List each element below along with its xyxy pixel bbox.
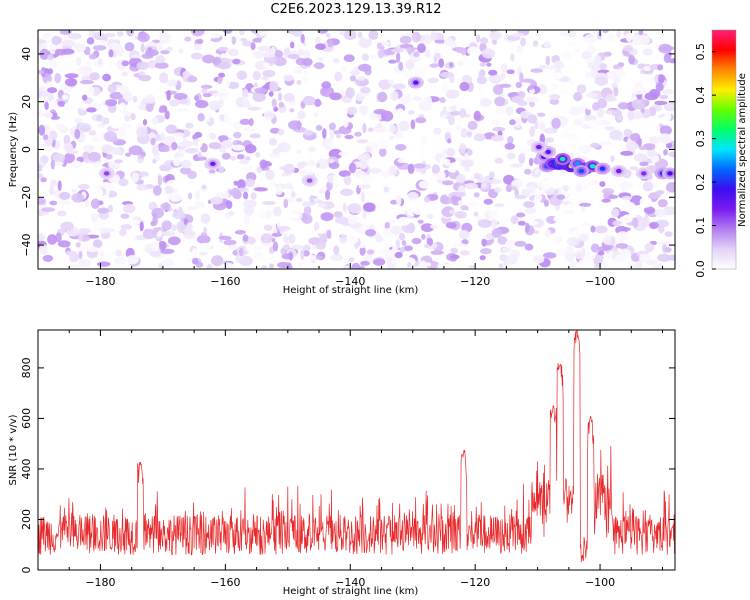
figure-title: C2E6.2023.129.13.39.R12 xyxy=(270,2,442,17)
snr-ytick-label: 800 xyxy=(20,357,33,378)
snr-series-line xyxy=(38,330,675,563)
snr-xtick-label: −140 xyxy=(335,576,365,589)
spectrogram-image xyxy=(38,30,675,269)
colorbar: 0.0 0.1 0.2 0.3 0.4 0.5 Normalized spectral am… xyxy=(694,29,748,278)
spectrogram-xtick-label: −100 xyxy=(585,275,615,288)
snr-xtick-label: −180 xyxy=(85,576,115,589)
spectrogram-panel: −180 −160 −140 −120 −100 −40 −20 0 20 40 Height of… xyxy=(8,29,676,296)
colorbar-ramp xyxy=(712,30,736,269)
snr-xtick-label: −120 xyxy=(460,576,490,589)
colorbar-tick-label: 0.4 xyxy=(694,86,707,104)
snr-panel: −180 −160 −140 −120 −100 0 200 400 600 800 Height … xyxy=(8,329,676,597)
snr-xtick-label: −100 xyxy=(585,576,615,589)
snr-plot-area xyxy=(38,330,675,563)
snr-ytick-label: 400 xyxy=(20,458,33,479)
snr-ylabel: SNR (10 * v/v) xyxy=(8,414,19,485)
colorbar-frame xyxy=(711,29,737,270)
spectrogram-xtick-label: −120 xyxy=(460,275,490,288)
spectrogram-xtick-label: −140 xyxy=(335,275,365,288)
snr-ytick-label: 600 xyxy=(20,408,33,429)
snr-frame xyxy=(37,329,676,571)
snr-xlabel: Height of straight line (km) xyxy=(283,586,419,597)
colorbar-tick-label: 0.5 xyxy=(694,43,707,61)
colorbar-tick-label: 0.1 xyxy=(694,217,707,235)
spectrogram-xlabel: Height of straight line (km) xyxy=(283,285,419,296)
spectrogram-ytick-label: −40 xyxy=(20,233,33,256)
spectrogram-ytick-label: −20 xyxy=(20,186,33,209)
spectrogram-xtick-label: −180 xyxy=(85,275,115,288)
spectrogram-xtick-label: −160 xyxy=(210,275,240,288)
snr-ytick-label: 200 xyxy=(20,509,33,530)
snr-xtick-label: −160 xyxy=(210,576,240,589)
colorbar-tick-label: 0.3 xyxy=(694,130,707,148)
spectrogram-ytick-label: 40 xyxy=(20,47,33,61)
spectrogram-ytick-label: 0 xyxy=(20,146,33,153)
spectrogram-ytick-label: 20 xyxy=(20,95,33,109)
colorbar-tick-label: 0.2 xyxy=(694,173,707,191)
colorbar-tick-label: 0.0 xyxy=(694,260,707,278)
snr-ytick-label: 0 xyxy=(20,567,33,574)
colorbar-label: Normalized spectral amplitude xyxy=(737,73,748,227)
spectrogram-ylabel: Frequency (Hz) xyxy=(8,112,19,188)
